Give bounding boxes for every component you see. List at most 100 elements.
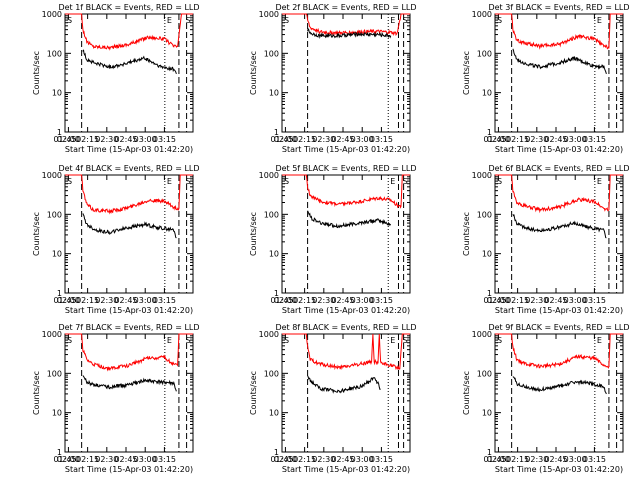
x-tick-label: 03:00 — [351, 455, 374, 464]
x-tick-label: 01:45 — [270, 135, 293, 144]
x-tick-label: 02:00 — [57, 135, 80, 144]
lld-series-line — [495, 174, 623, 214]
x-axis-label: Start Time (15-Apr-03 01:42:20) — [282, 145, 410, 154]
lld-series-line — [65, 13, 193, 51]
y-tick-label: 100 — [264, 49, 279, 58]
x-tick-label: 02:30 — [312, 455, 335, 464]
y-axis-label: Counts/sec — [249, 371, 258, 415]
y-tick-label: 1000 — [472, 171, 492, 180]
y-tick-label: 10 — [52, 89, 62, 98]
x-tick-label: 03:00 — [351, 135, 374, 144]
lld-series-line — [65, 174, 193, 215]
events-series-line — [307, 375, 381, 394]
plot-frame — [64, 13, 194, 133]
y-tick-label: 1 — [274, 289, 279, 298]
x-tick-label: 02:30 — [525, 455, 548, 464]
events-series-line — [307, 27, 392, 39]
panel-det-3: Det 3f BLACK = Events, RED = LLD 1 10 100 10… — [462, 3, 630, 154]
y-tick-label: 100 — [47, 210, 62, 219]
x-tick-label: 02:45 — [114, 135, 137, 144]
x-tick-label: 03:00 — [564, 135, 587, 144]
y-axis-label: Counts/sec — [462, 371, 471, 415]
marker-label-s: S — [497, 336, 502, 345]
y-tick-label: 100 — [477, 369, 492, 378]
x-tick-label: 03:15 — [583, 135, 606, 144]
panel-title: Det 6f BLACK = Events, RED = LLD — [488, 164, 629, 173]
marker-label-e: E — [167, 336, 172, 345]
y-axis-label: Counts/sec — [249, 212, 258, 256]
events-series-line — [512, 376, 607, 395]
marker-label-s: S — [284, 336, 289, 345]
x-tick-label: 03:15 — [370, 455, 393, 464]
plot-frame — [64, 174, 194, 294]
lld-series-line — [495, 333, 623, 369]
lld-series-line — [282, 174, 410, 209]
panel-det-8: Det 8f BLACK = Events, RED = LLD 1 10 100 10… — [249, 323, 417, 474]
y-tick-label: 10 — [269, 250, 279, 259]
x-tick-label: 02:15 — [293, 135, 316, 144]
y-tick-label: 100 — [264, 210, 279, 219]
marker-label-s: S — [186, 336, 191, 345]
x-tick-label: 02:00 — [274, 135, 297, 144]
x-tick-label: 03:00 — [564, 455, 587, 464]
y-axis-label: Counts/sec — [32, 51, 41, 95]
x-axis-label: Start Time (15-Apr-03 01:42:20) — [65, 306, 193, 315]
x-tick-label: 03:00 — [351, 296, 374, 305]
x-tick-label: 03:00 — [134, 455, 157, 464]
y-tick-label: 10 — [52, 250, 62, 259]
y-tick-label: 10 — [52, 409, 62, 418]
y-tick-label: 1 — [487, 289, 492, 298]
x-tick-label: 02:15 — [293, 296, 316, 305]
y-tick-label: 10 — [482, 250, 492, 259]
x-tick-label: 01:45 — [270, 296, 293, 305]
lld-series-line — [495, 13, 623, 50]
x-tick-label: 02:00 — [487, 296, 510, 305]
x-axis-label: Start Time (15-Apr-03 01:42:20) — [282, 306, 410, 315]
panel-det-1: Det 1f BLACK = Events, RED = LLD 1 10 100 10… — [32, 3, 200, 154]
x-axis-label: Start Time (15-Apr-03 01:42:20) — [495, 465, 623, 474]
x-tick-label: 01:45 — [53, 296, 76, 305]
x-tick-label: 02:30 — [95, 296, 118, 305]
x-tick-label: 02:30 — [312, 135, 335, 144]
x-tick-label: 02:30 — [95, 135, 118, 144]
x-tick-label: 03:00 — [564, 296, 587, 305]
x-tick-label: 02:00 — [274, 296, 297, 305]
plot-frame — [64, 333, 194, 453]
panel-title: Det 9f BLACK = Events, RED = LLD — [488, 323, 629, 332]
x-tick-label: 02:00 — [487, 135, 510, 144]
y-axis-label: Counts/sec — [249, 51, 258, 95]
y-tick-label: 1 — [274, 128, 279, 137]
x-tick-label: 02:00 — [487, 455, 510, 464]
x-tick-label: 01:45 — [483, 455, 506, 464]
y-tick-label: 10 — [482, 89, 492, 98]
marker-label-s: S — [497, 177, 502, 186]
marker-label-s: S — [67, 177, 72, 186]
x-tick-label: 03:15 — [370, 135, 393, 144]
marker-label-s: S — [284, 177, 289, 186]
y-tick-label: 1 — [487, 128, 492, 137]
x-tick-label: 03:15 — [153, 296, 176, 305]
x-tick-label: 02:45 — [331, 455, 354, 464]
panel-det-4: Det 4f BLACK = Events, RED = LLD 1 10 100 10… — [32, 164, 200, 315]
y-axis-label: Counts/sec — [462, 51, 471, 95]
x-tick-label: 02:45 — [544, 455, 567, 464]
y-axis-label: Counts/sec — [32, 371, 41, 415]
panel-title: Det 5f BLACK = Events, RED = LLD — [275, 164, 416, 173]
x-tick-label: 02:45 — [114, 455, 137, 464]
marker-label-e: E — [390, 177, 395, 186]
panel-det-2: Det 2f BLACK = Events, RED = LLD 1 10 100 10… — [249, 3, 417, 154]
x-tick-label: 02:15 — [293, 455, 316, 464]
plot-frame — [281, 333, 411, 453]
x-tick-label: 01:45 — [270, 455, 293, 464]
x-tick-label: 03:00 — [134, 135, 157, 144]
marker-label-s: S — [403, 177, 408, 186]
x-tick-label: 02:45 — [544, 135, 567, 144]
marker-label-s: S — [403, 16, 408, 25]
y-tick-label: 1000 — [259, 330, 279, 339]
y-tick-label: 1000 — [259, 171, 279, 180]
y-tick-label: 1 — [57, 448, 62, 457]
x-axis-label: Start Time (15-Apr-03 01:42:20) — [495, 306, 623, 315]
y-tick-label: 10 — [269, 409, 279, 418]
lld-series-line — [65, 333, 193, 372]
